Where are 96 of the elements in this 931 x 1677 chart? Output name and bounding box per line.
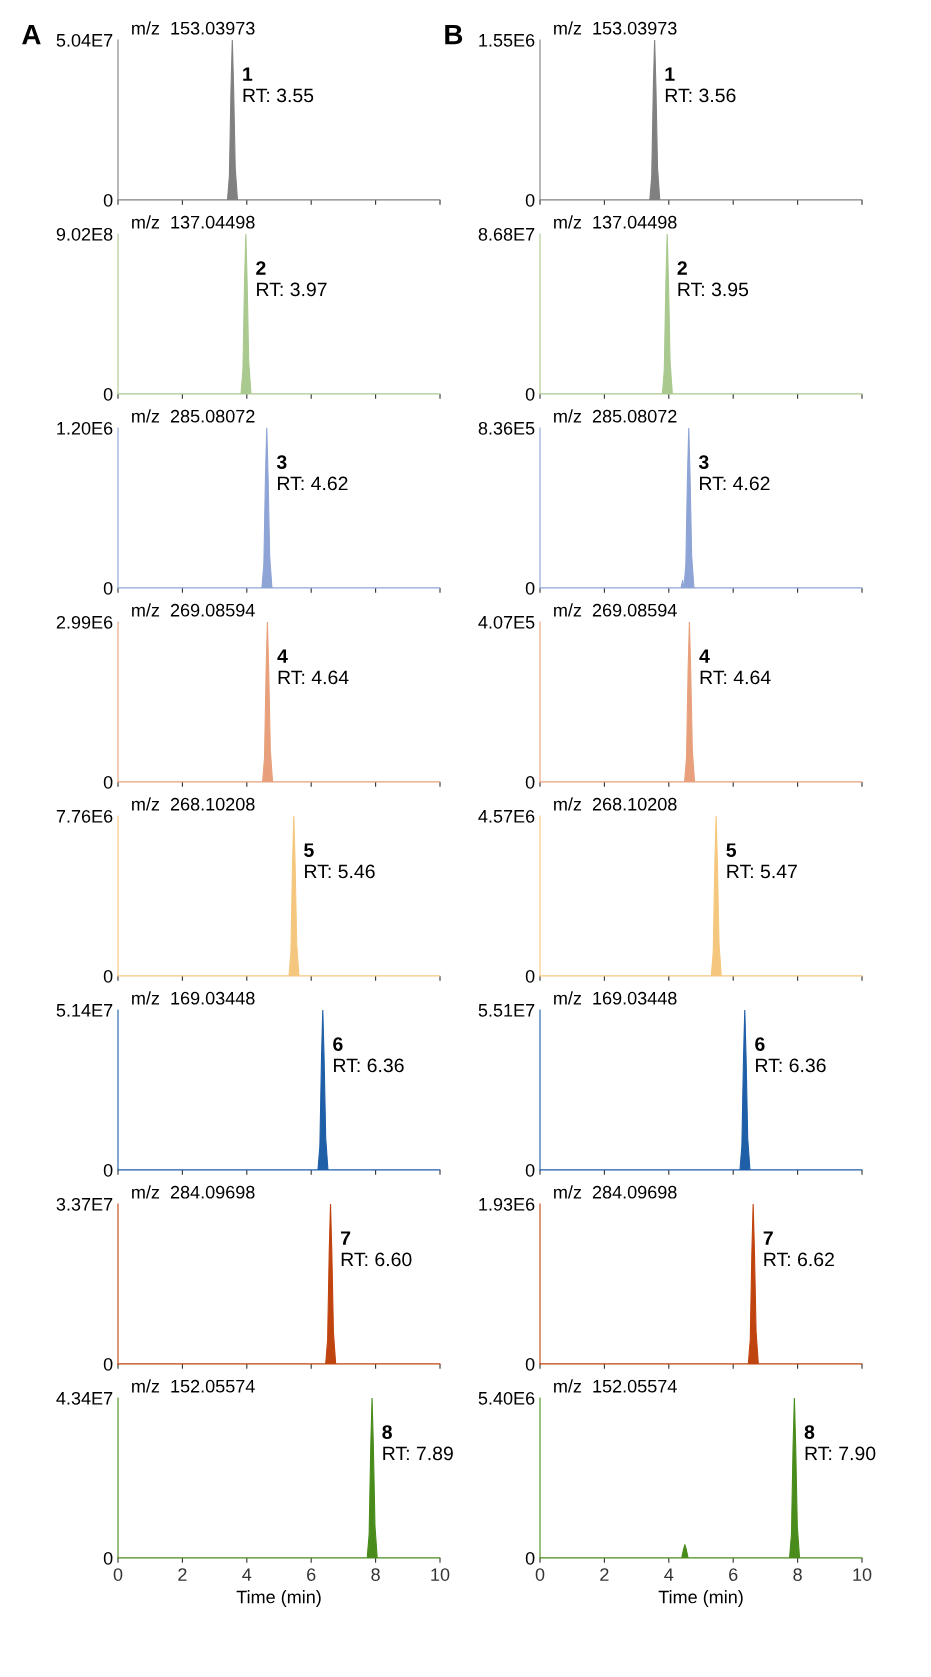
y-tick-label: 0 bbox=[103, 193, 113, 207]
annotation: 5 bbox=[304, 843, 314, 857]
text: A bbox=[22, 25, 41, 45]
y-tick-label: 9.02E8 bbox=[56, 227, 113, 241]
chart-title: m/z 285.08072 bbox=[132, 409, 255, 423]
y-tick-label: 0 bbox=[525, 387, 535, 401]
annotation: RT: 5.46 bbox=[305, 864, 375, 879]
annotation: RT: 3.97 bbox=[257, 282, 327, 297]
y-tick-label: 5.40E6 bbox=[478, 1391, 535, 1405]
chart-title: m/z 284.09698 bbox=[554, 1185, 677, 1199]
annotation: 3 bbox=[276, 455, 287, 469]
chart-title: m/z 285.08072 bbox=[554, 409, 677, 423]
x-tick-label: 2 bbox=[600, 1568, 609, 1581]
y-tick-label: 3.37E7 bbox=[56, 1197, 113, 1211]
chart-title: m/z 284.09698 bbox=[132, 1185, 255, 1199]
y-tick-label: 4.57E6 bbox=[478, 809, 535, 823]
annotation: 6 bbox=[755, 1037, 765, 1051]
x-tick-label: 6 bbox=[307, 1568, 316, 1581]
chart-title: m/z 268.10208 bbox=[554, 797, 677, 811]
y-tick-label: 4.34E7 bbox=[56, 1391, 113, 1405]
annotation: RT: 6.36 bbox=[334, 1058, 404, 1073]
y-tick-label: 8.68E7 bbox=[478, 227, 535, 241]
x-axis-title: Time (min) bbox=[658, 1590, 743, 1607]
x-tick-label: 4 bbox=[664, 1568, 674, 1581]
annotation: RT: 6.62 bbox=[764, 1252, 834, 1267]
annotation: 6 bbox=[333, 1037, 343, 1051]
annotation: 1 bbox=[243, 67, 253, 81]
y-tick-label: 0 bbox=[525, 1551, 535, 1565]
annotation: 3 bbox=[698, 455, 709, 469]
y-tick-label: 0 bbox=[103, 1551, 113, 1565]
text: B bbox=[445, 25, 463, 45]
y-tick-label: 0 bbox=[525, 581, 535, 595]
chart-title: m/z 153.03973 bbox=[554, 21, 677, 35]
annotation: RT: 4.64 bbox=[278, 670, 349, 685]
y-tick-label: 1.93E6 bbox=[479, 1197, 535, 1211]
x-tick-label: 10 bbox=[431, 1568, 450, 1581]
chart-title: m/z 137.04498 bbox=[554, 215, 677, 229]
annotation: RT: 6.60 bbox=[341, 1252, 412, 1267]
y-tick-label: 0 bbox=[103, 387, 113, 401]
annotation: 4 bbox=[277, 649, 288, 663]
annotation: RT: 3.95 bbox=[678, 282, 749, 297]
chart-title: m/z 152.05574 bbox=[132, 1379, 255, 1393]
y-tick-label: 0 bbox=[525, 193, 535, 207]
y-tick-label: 0 bbox=[525, 1163, 535, 1177]
annotation: RT: 5.47 bbox=[727, 864, 797, 879]
chart-title: m/z 268.10208 bbox=[132, 797, 255, 811]
chart-title: m/z 269.08594 bbox=[554, 603, 677, 617]
annotation: RT: 4.62 bbox=[700, 476, 770, 491]
annotation: 2 bbox=[677, 261, 687, 275]
annotation: RT: 3.56 bbox=[665, 88, 736, 103]
y-tick-label: 0 bbox=[103, 775, 113, 789]
y-tick-label: 1.20E6 bbox=[57, 421, 113, 435]
y-tick-label: 0 bbox=[525, 775, 535, 789]
y-tick-label: 2.99E6 bbox=[56, 615, 113, 629]
annotation: 7 bbox=[763, 1231, 773, 1245]
x-tick-label: 8 bbox=[793, 1568, 802, 1581]
chart-title: m/z 269.08594 bbox=[132, 603, 255, 617]
y-tick-label: 0 bbox=[525, 969, 535, 983]
x-axis-title: Time (min) bbox=[236, 1590, 321, 1607]
annotation: 7 bbox=[341, 1231, 351, 1245]
annotation: RT: 6.36 bbox=[756, 1058, 826, 1073]
annotation: 2 bbox=[256, 261, 266, 275]
x-tick-label: 4 bbox=[242, 1568, 252, 1581]
y-tick-label: 8.36E5 bbox=[478, 421, 535, 435]
chart-title: m/z 153.03973 bbox=[132, 21, 255, 35]
x-tick-label: 2 bbox=[178, 1568, 187, 1581]
y-tick-label: 0 bbox=[103, 969, 113, 983]
annotation: 8 bbox=[382, 1425, 392, 1439]
x-tick-label: 0 bbox=[535, 1568, 545, 1581]
y-tick-label: 0 bbox=[525, 1357, 535, 1371]
y-tick-label: 5.51E7 bbox=[478, 1004, 535, 1017]
annotation: RT: 4.62 bbox=[278, 476, 348, 491]
y-tick-label: 5.04E7 bbox=[56, 33, 113, 47]
annotation: 4 bbox=[699, 649, 710, 663]
chart-title: m/z 169.03448 bbox=[132, 991, 255, 1005]
chart-title: m/z 169.03448 bbox=[554, 991, 677, 1005]
y-tick-label: 0 bbox=[103, 581, 113, 595]
annotation: 1 bbox=[665, 67, 675, 81]
y-tick-label: 1.55E6 bbox=[479, 33, 535, 47]
y-tick-label: 0 bbox=[103, 1163, 113, 1177]
chart-title: m/z 152.05574 bbox=[554, 1379, 677, 1393]
annotation: 8 bbox=[804, 1425, 815, 1439]
chart-title: m/z 137.04498 bbox=[132, 215, 255, 229]
y-tick-label: 4.07E5 bbox=[478, 615, 535, 629]
annotation: RT: 7.89 bbox=[383, 1446, 453, 1461]
annotation: RT: 4.64 bbox=[700, 670, 771, 685]
annotation: RT: 3.55 bbox=[243, 88, 314, 103]
y-tick-label: 0 bbox=[103, 1357, 113, 1371]
x-tick-label: 8 bbox=[371, 1568, 380, 1581]
x-tick-label: 10 bbox=[853, 1568, 872, 1581]
y-tick-label: 7.76E6 bbox=[56, 809, 113, 823]
x-tick-label: 6 bbox=[729, 1568, 738, 1581]
x-tick-label: 0 bbox=[113, 1568, 123, 1581]
annotation: 5 bbox=[726, 843, 737, 857]
annotation: RT: 7.90 bbox=[805, 1446, 876, 1461]
y-tick-label: 5.14E7 bbox=[56, 1004, 113, 1017]
